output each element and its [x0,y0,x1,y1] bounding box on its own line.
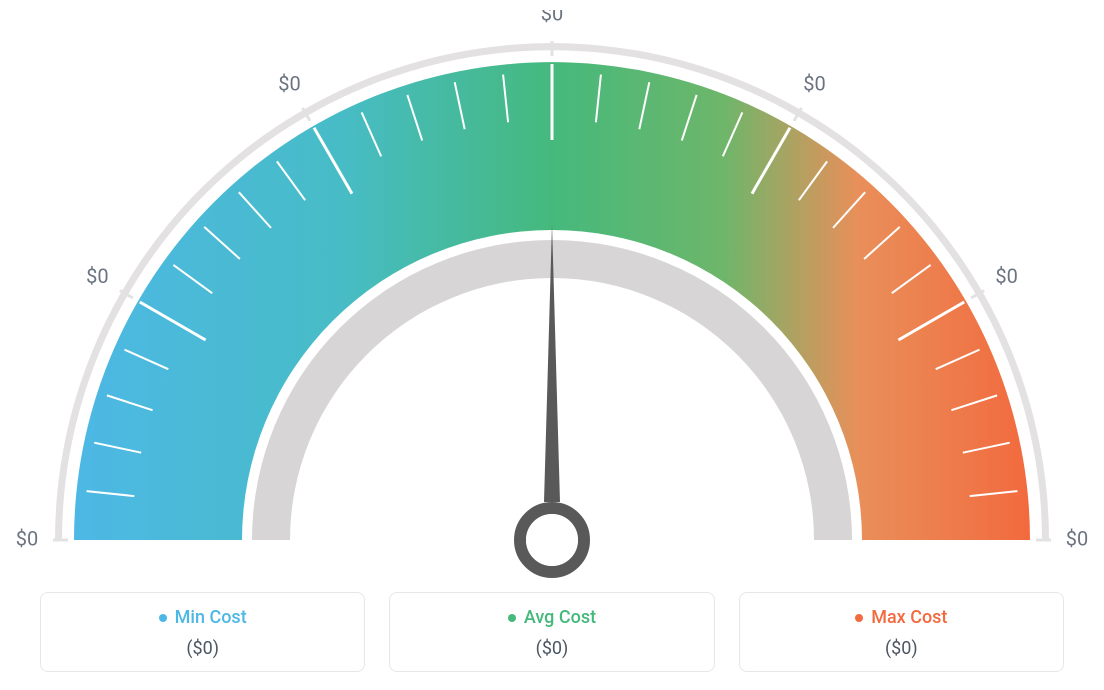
tick-label: $0 [16,526,38,550]
legend-row: Min Cost ($0) Avg Cost ($0) Max Cost ($0… [40,592,1064,673]
legend-label-min: Min Cost [175,607,247,628]
legend-dot-min [159,614,167,622]
tick-label: $0 [86,264,108,288]
legend-value-max: ($0) [750,638,1053,659]
legend-value-min: ($0) [51,638,354,659]
legend-label-avg: Avg Cost [524,607,596,628]
legend-title-avg: Avg Cost [508,607,596,628]
legend-dot-avg [508,614,516,622]
tick-label: $0 [995,264,1017,288]
tick-label: $0 [803,72,825,96]
legend-label-max: Max Cost [871,607,947,628]
gauge-svg: $0 $0 $0 $0 $0 $0 $0 [0,10,1104,590]
legend-value-avg: ($0) [400,638,703,659]
tick-label: $0 [1066,526,1088,550]
needle-hub-inner [526,514,578,566]
legend-card-avg: Avg Cost ($0) [389,592,714,673]
legend-dot-max [855,614,863,622]
legend-card-max: Max Cost ($0) [739,592,1064,673]
tick-label: $0 [541,10,563,25]
tick-label: $0 [278,72,300,96]
gauge-chart-container: $0 $0 $0 $0 $0 $0 $0 Min Cost ($0) Avg Cost ($… [0,0,1104,690]
legend-title-min: Min Cost [159,607,247,628]
legend-title-max: Max Cost [855,607,947,628]
gauge-area: $0 $0 $0 $0 $0 $0 $0 [0,0,1104,560]
legend-card-min: Min Cost ($0) [40,592,365,673]
